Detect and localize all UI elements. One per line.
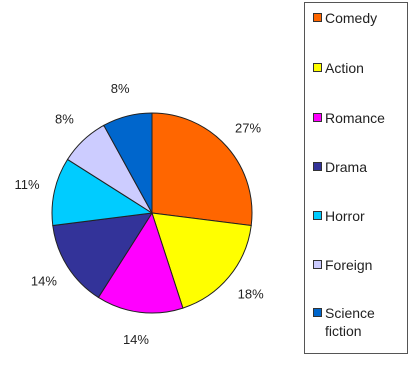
- legend-label: Foreign: [325, 256, 372, 274]
- pie-labels: 27% 18% 14% 14% 11% 8% 8%: [15, 81, 265, 347]
- pie-slice-drama: [52, 212, 153, 299]
- legend-swatch: [313, 113, 322, 122]
- legend-label-line: Action: [325, 60, 364, 76]
- legend-label: Horror: [325, 207, 365, 225]
- legend-label: Science fiction: [325, 304, 375, 340]
- legend-swatch: [313, 13, 322, 22]
- legend-label-line: Romance: [325, 110, 385, 126]
- legend-swatch: [313, 308, 322, 317]
- pie-slice-romance: [97, 211, 184, 314]
- legend-swatch: [313, 211, 322, 220]
- legend-label-line: Horror: [325, 208, 365, 224]
- legend-swatch: [313, 162, 322, 171]
- legend-swatch: [313, 260, 322, 269]
- pie-label-horror: 11%: [15, 177, 40, 192]
- legend-label-line: Comedy: [325, 10, 378, 26]
- pie-slice-action: [151, 212, 252, 309]
- legend-label: Comedy: [325, 9, 377, 27]
- pie-slice-comedy: [151, 112, 253, 227]
- legend-label-line: Foreign: [325, 257, 373, 273]
- pie-slice-horror: [51, 158, 154, 227]
- legend-label: Action: [325, 59, 364, 77]
- pie-slices: [51, 112, 253, 314]
- legend-label-line: fiction: [325, 323, 362, 339]
- pie-label-action: 18%: [238, 287, 264, 302]
- pie-slice-science-fiction: [103, 112, 153, 214]
- pie-label-foreign: 8%: [55, 112, 74, 127]
- legend-label-line: Drama: [325, 159, 368, 175]
- pie-label-comedy: 27%: [235, 120, 261, 135]
- legend-swatch: [313, 63, 322, 72]
- pie-label-romance: 14%: [123, 332, 149, 347]
- legend-label: Romance: [325, 109, 385, 127]
- legend-label: Drama: [325, 158, 367, 176]
- legend: Comedy Action Romance Drama Horror Foreign Sci…: [304, 2, 408, 354]
- legend-label-line: Science: [325, 305, 375, 321]
- pie-label-science-fiction: 8%: [111, 81, 130, 96]
- pie-label-drama: 14%: [31, 274, 57, 289]
- pie-chart: 27% 18% 14% 14% 11% 8% 8%: [15, 81, 265, 347]
